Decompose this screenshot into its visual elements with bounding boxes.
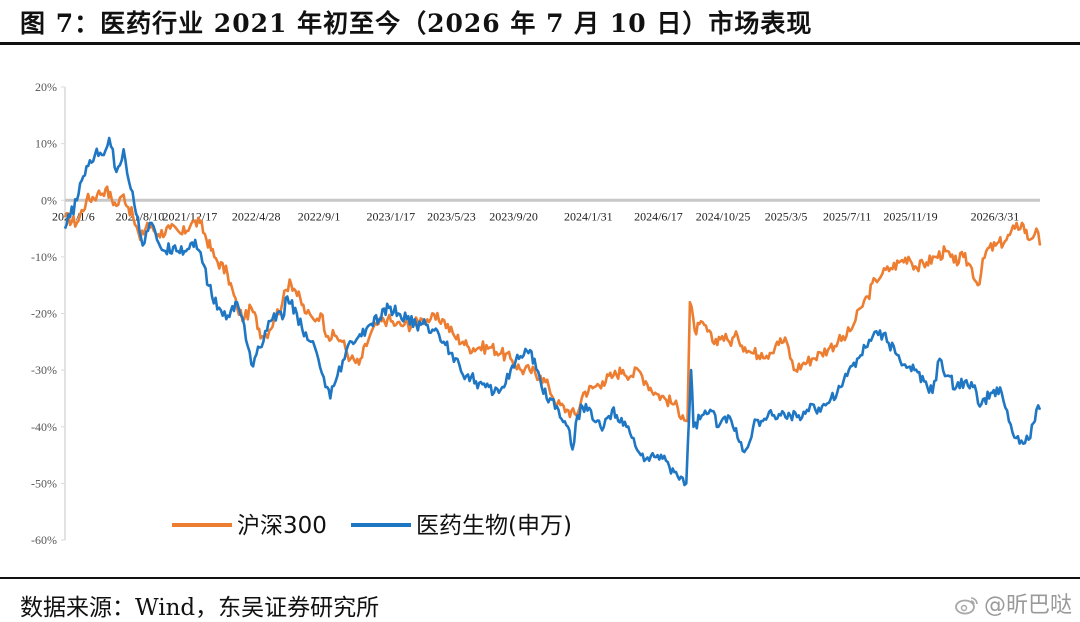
x-tick-label: 2021/8/10: [116, 209, 165, 223]
y-tick-label: 0%: [41, 193, 57, 207]
y-tick-label: 10%: [35, 137, 57, 151]
y-axis: 20% 10% 0% -10% -20% -30% -40% -50% -60%: [31, 80, 65, 547]
watermark: @昕巴哒: [954, 587, 1072, 619]
x-tick-label: 2026/3/31: [971, 209, 1020, 223]
legend: 沪深300 医药生物(申万): [172, 513, 572, 539]
x-tick-label: 2025/11/19: [883, 209, 937, 223]
series-lines: [63, 136, 1042, 487]
x-tick-label: 2023/5/23: [427, 209, 476, 223]
y-tick-label: 20%: [35, 80, 57, 94]
legend-entry-pharma-label: 医药生物(申万): [416, 513, 572, 539]
data-source-note: 数据来源：Wind，东吴证券研究所: [20, 595, 380, 621]
x-tick-label: 2022/9/1: [298, 209, 341, 223]
x-tick-label: 2024/6/17: [634, 209, 683, 223]
x-tick-label: 2024/1/31: [564, 209, 613, 223]
x-tick-label: 2024/10/25: [696, 209, 751, 223]
weibo-logo-icon: [955, 597, 978, 615]
watermark-text: @昕巴哒: [983, 593, 1072, 618]
x-tick-label: 2023/1/17: [367, 209, 416, 223]
x-tick-label: 2025/7/11: [823, 209, 871, 223]
bottom-rule: [0, 577, 1080, 579]
top-rule: [0, 42, 1080, 45]
x-tick-label: 2025/3/5: [765, 209, 808, 223]
series-line-pharma: [63, 136, 1042, 487]
y-tick-label: -30%: [31, 363, 57, 377]
y-tick-label: -40%: [31, 420, 57, 434]
y-tick-label: -20%: [31, 307, 57, 321]
line-chart: 20%10%0%-10%-20%-30%-40%-50%-60% 2021/1/…: [31, 80, 1042, 547]
x-tick-label: 2023/9/20: [489, 209, 538, 223]
x-tick-label: 2022/4/28: [232, 209, 281, 223]
x-tick-label: 2021/12/17: [163, 209, 218, 223]
figure-title: 图 7：医药行业 2021 年初至今（2026 年 7 月 10 日）市场表现: [20, 9, 813, 38]
y-tick-label: -60%: [31, 533, 57, 547]
y-tick-label: -50%: [31, 476, 57, 490]
y-tick-label: -10%: [31, 250, 57, 264]
legend-entry-hs300-label: 沪深300: [237, 513, 327, 539]
